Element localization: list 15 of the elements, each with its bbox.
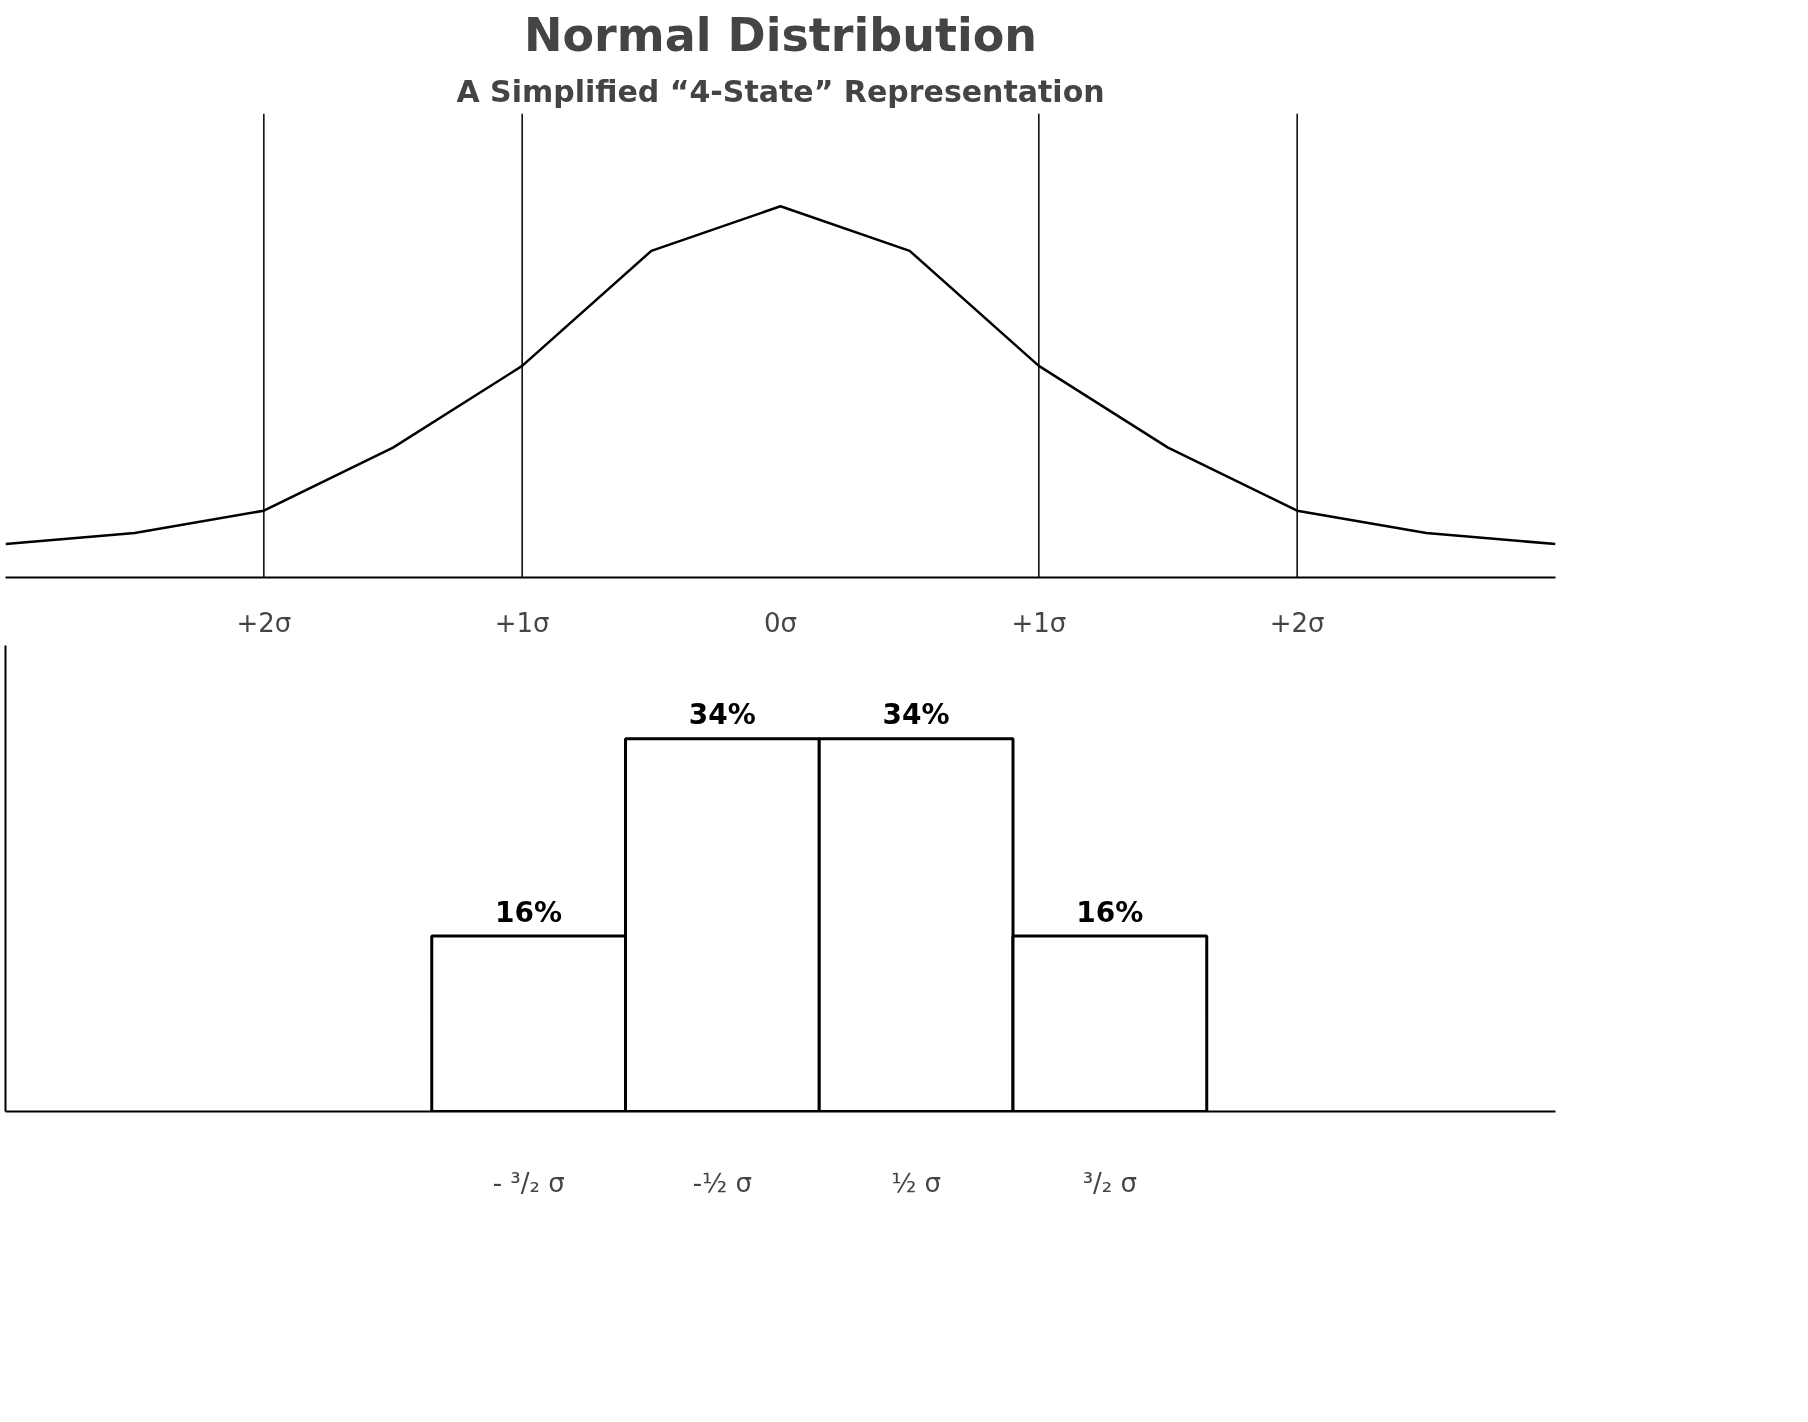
x-tick-label: - ³/₂ σ	[492, 1167, 565, 1198]
x-tick-label: +2σ	[236, 607, 292, 638]
x-tick-label: ½ σ	[891, 1167, 942, 1198]
x-tick-label: ³/₂ σ	[1082, 1167, 1138, 1198]
chart-title: Normal Distribution	[523, 7, 1038, 62]
x-tick-label: +2σ	[1269, 607, 1325, 638]
data-label: 34%	[688, 698, 756, 732]
data-label: 16%	[1076, 895, 1144, 929]
x-tick-label: +1σ	[1011, 607, 1067, 638]
data-label: 16%	[495, 895, 563, 929]
x-tick-label: 0σ	[763, 607, 798, 638]
x-tick-label: +1σ	[494, 607, 550, 638]
data-label: 34%	[882, 698, 950, 732]
x-tick-label: -½ σ	[692, 1167, 753, 1198]
chart-subtitle: A Simplified “4-State” Representation	[456, 73, 1105, 109]
